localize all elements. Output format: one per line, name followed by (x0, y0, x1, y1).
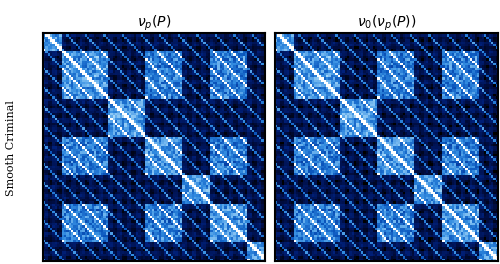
Text: Smooth Criminal: Smooth Criminal (6, 100, 16, 196)
Title: $\nu_0(\nu_p(P))$: $\nu_0(\nu_p(P))$ (356, 14, 416, 33)
Title: $\nu_p(P)$: $\nu_p(P)$ (136, 14, 171, 33)
